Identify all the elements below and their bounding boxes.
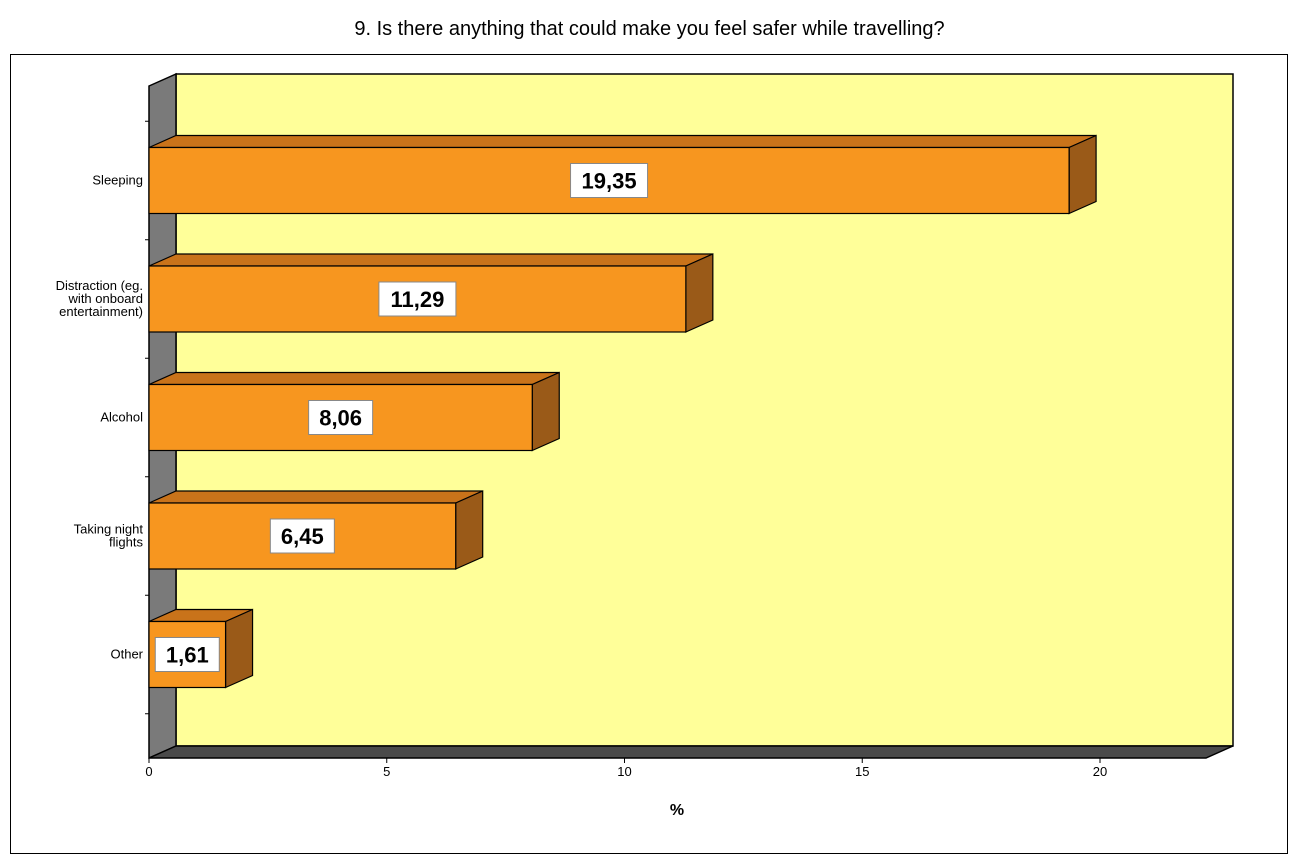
bar-top-face — [148, 134, 1097, 149]
bar-side-face — [685, 253, 714, 333]
data-label-box — [308, 400, 374, 435]
category-label: Other — [110, 647, 143, 662]
bar-side-face — [531, 371, 560, 452]
data-label-box — [269, 518, 335, 554]
x-tick-label: 0 — [145, 764, 152, 779]
data-label: 8,06 — [319, 406, 362, 431]
bar-side-face — [224, 608, 254, 689]
category-label: Alcohol — [100, 410, 143, 425]
x-tick-label: 20 — [1093, 764, 1107, 779]
bar-top-face — [148, 253, 714, 267]
category-label: Taking night flights — [74, 522, 144, 550]
data-label: 1,61 — [166, 643, 209, 668]
x-tick-label: 5 — [383, 764, 390, 779]
data-label: 6,45 — [281, 524, 324, 549]
data-label-box — [154, 637, 220, 672]
bar-side-face — [455, 490, 484, 570]
chart-title: 9. Is there anything that could make you… — [354, 18, 945, 40]
x-tick-label: 10 — [617, 764, 631, 779]
bar-top-face — [148, 490, 483, 504]
x-tick-label: 15 — [855, 764, 869, 779]
data-label-box — [570, 163, 649, 198]
bar-top-face — [148, 371, 560, 386]
category-label: Sleeping — [92, 173, 143, 188]
plot-floor — [148, 745, 1234, 759]
bar-side-face — [1068, 134, 1097, 215]
data-label-box — [378, 281, 457, 317]
x-axis-label: % — [670, 802, 684, 819]
category-label: Distraction (eg. with onboard entertainmen… — [56, 278, 143, 319]
data-label: 19,35 — [582, 169, 637, 194]
data-label: 11,29 — [390, 287, 444, 312]
